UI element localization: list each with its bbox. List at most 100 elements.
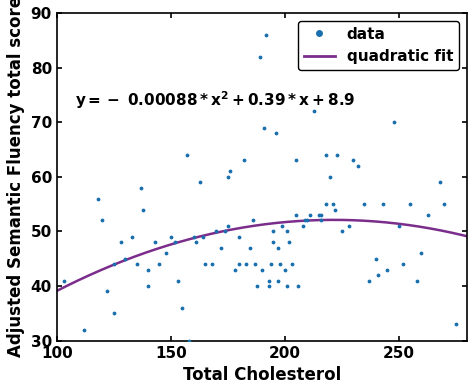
X-axis label: Total Cholesterol: Total Cholesterol <box>183 366 341 384</box>
Point <box>318 212 325 218</box>
Point <box>329 201 337 207</box>
Point <box>379 201 386 207</box>
Point <box>172 239 179 246</box>
Point <box>208 261 216 267</box>
Point <box>110 261 118 267</box>
Point <box>265 278 273 284</box>
Point <box>270 228 277 235</box>
Point <box>174 278 182 284</box>
Point <box>192 239 200 246</box>
Point <box>133 261 140 267</box>
Point <box>226 168 234 174</box>
Point <box>306 212 314 218</box>
Point <box>281 267 289 273</box>
Point <box>251 261 259 267</box>
Point <box>395 223 402 229</box>
Point <box>137 185 145 191</box>
Point <box>151 239 158 246</box>
Point <box>299 223 307 229</box>
Point <box>279 223 286 229</box>
Point <box>365 278 373 284</box>
Point <box>331 206 338 213</box>
Point <box>217 245 225 251</box>
Point <box>390 119 398 125</box>
Point <box>288 261 295 267</box>
Point <box>258 267 266 273</box>
Point <box>354 163 362 169</box>
Point <box>235 261 243 267</box>
Point <box>235 234 243 240</box>
Point <box>274 245 282 251</box>
Point <box>418 250 425 256</box>
Point <box>345 223 352 229</box>
Point <box>318 217 325 224</box>
Point <box>80 326 88 333</box>
Point <box>246 245 254 251</box>
Point <box>304 217 311 224</box>
Point <box>212 228 220 235</box>
Point <box>327 174 334 180</box>
Point <box>190 234 197 240</box>
Point <box>452 321 459 327</box>
Point <box>322 201 329 207</box>
Point <box>322 152 329 158</box>
Point <box>224 223 231 229</box>
Point <box>310 108 318 115</box>
Point <box>163 250 170 256</box>
Point <box>222 228 229 235</box>
Point <box>315 212 323 218</box>
Point <box>260 124 268 131</box>
Point <box>94 196 101 202</box>
Point <box>144 283 152 289</box>
Point <box>110 310 118 316</box>
Point <box>103 288 110 294</box>
Point <box>338 228 346 235</box>
Point <box>413 278 421 284</box>
Point <box>274 278 282 284</box>
Point <box>333 152 341 158</box>
Point <box>383 267 391 273</box>
Point <box>199 234 206 240</box>
Point <box>425 212 432 218</box>
Point <box>99 217 106 224</box>
Point <box>144 267 152 273</box>
Point <box>283 283 291 289</box>
Legend: data, quadratic fit: data, quadratic fit <box>298 21 459 70</box>
Point <box>155 261 163 267</box>
Point <box>183 152 191 158</box>
Point <box>301 217 309 224</box>
Point <box>256 54 264 60</box>
Point <box>121 256 129 262</box>
Point <box>374 272 382 278</box>
Point <box>249 217 256 224</box>
Point <box>197 179 204 185</box>
Point <box>276 261 284 267</box>
Point <box>292 157 300 163</box>
Point <box>283 228 291 235</box>
Point <box>185 337 193 344</box>
Point <box>242 261 250 267</box>
Point <box>292 212 300 218</box>
Point <box>270 239 277 246</box>
Point <box>240 157 247 163</box>
Point <box>254 283 261 289</box>
Point <box>361 201 368 207</box>
Point <box>117 239 124 246</box>
Text: $\mathbf{y = -\ 0.00088*x^2 + 0.39*x + 8.9}$: $\mathbf{y = -\ 0.00088*x^2 + 0.39*x + 8… <box>75 90 356 111</box>
Point <box>272 130 279 136</box>
Point <box>263 32 270 38</box>
Point <box>294 283 302 289</box>
Point <box>231 267 238 273</box>
Point <box>349 157 357 163</box>
Point <box>285 239 293 246</box>
Point <box>436 179 444 185</box>
Point <box>406 201 414 207</box>
Point <box>139 206 147 213</box>
Point <box>267 261 275 267</box>
Point <box>178 305 186 311</box>
Point <box>372 256 380 262</box>
Point <box>60 278 67 284</box>
Point <box>265 283 273 289</box>
Point <box>440 201 448 207</box>
Point <box>167 234 174 240</box>
